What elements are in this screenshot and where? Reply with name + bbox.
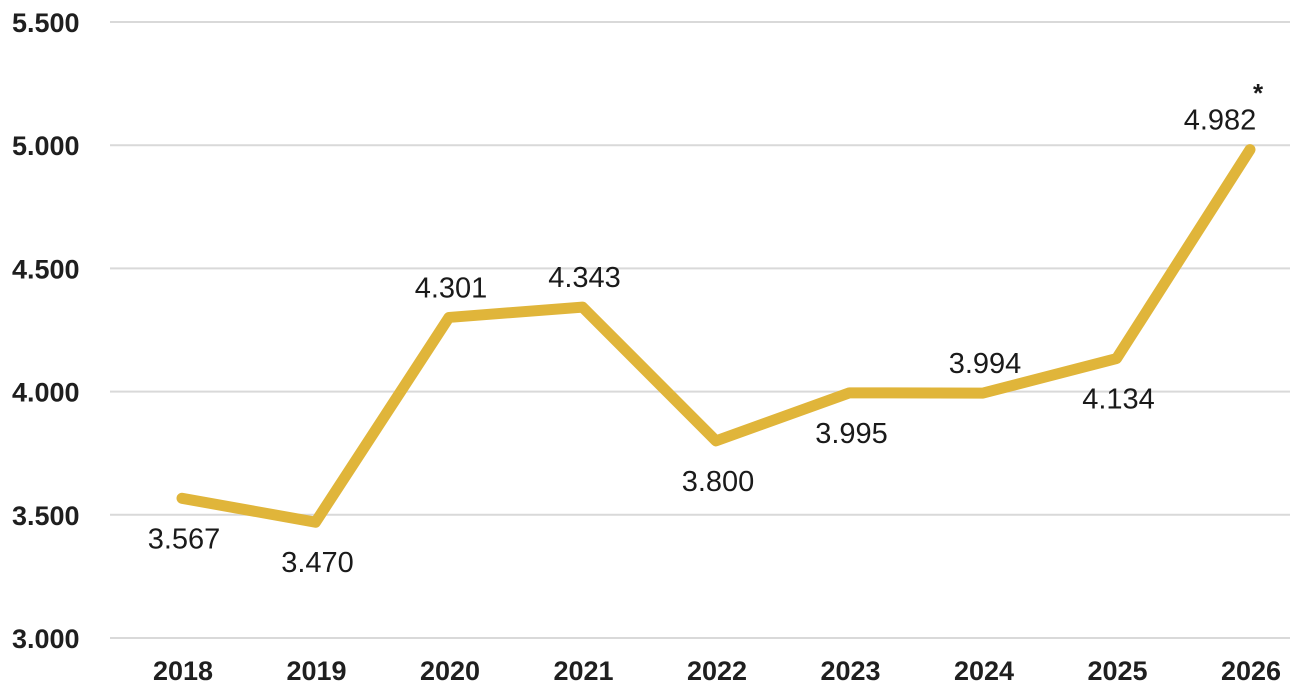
x-tick-label: 2021 xyxy=(553,656,613,686)
x-tick-label: 2024 xyxy=(954,656,1014,686)
data-labels: 3.567 3.470 4.301 4.343 3.800 3.995 3.994 4.134… xyxy=(148,105,1257,580)
x-tick-label: 2023 xyxy=(820,656,880,686)
x-tick-label: 2018 xyxy=(153,656,213,686)
data-label: 4.343 xyxy=(548,262,621,294)
x-tick-label: 2019 xyxy=(286,656,346,686)
data-label: 3.995 xyxy=(815,418,888,450)
x-tick-label: 2026 xyxy=(1221,656,1281,686)
y-axis-tick-labels: 3.000 3.500 4.000 4.500 5.000 5.500 xyxy=(12,8,80,654)
x-axis-tick-labels: 2018 2019 2020 2021 2022 2023 2024 2025 2026 xyxy=(153,656,1281,686)
forecast-asterisk: * xyxy=(1253,78,1264,108)
y-tick-label: 4.000 xyxy=(12,378,80,408)
data-label: 3.800 xyxy=(682,466,755,498)
series-line xyxy=(176,144,1256,528)
y-tick-label: 4.500 xyxy=(12,254,80,284)
x-tick-label: 2022 xyxy=(687,656,747,686)
y-tick-label: 3.000 xyxy=(12,624,80,654)
data-label: 4.301 xyxy=(415,272,488,304)
data-label: 4.982 xyxy=(1184,105,1257,137)
x-tick-label: 2020 xyxy=(420,656,480,686)
data-label: 3.567 xyxy=(148,523,221,555)
x-tick-label: 2025 xyxy=(1087,656,1147,686)
y-tick-label: 5.000 xyxy=(12,131,80,161)
y-tick-label: 5.500 xyxy=(12,8,80,38)
gridlines xyxy=(110,21,1290,639)
y-tick-label: 3.500 xyxy=(12,501,80,531)
data-label: 4.134 xyxy=(1082,384,1155,416)
data-label: 3.994 xyxy=(949,348,1022,380)
data-label: 3.470 xyxy=(281,547,354,579)
series-group xyxy=(176,144,1256,528)
